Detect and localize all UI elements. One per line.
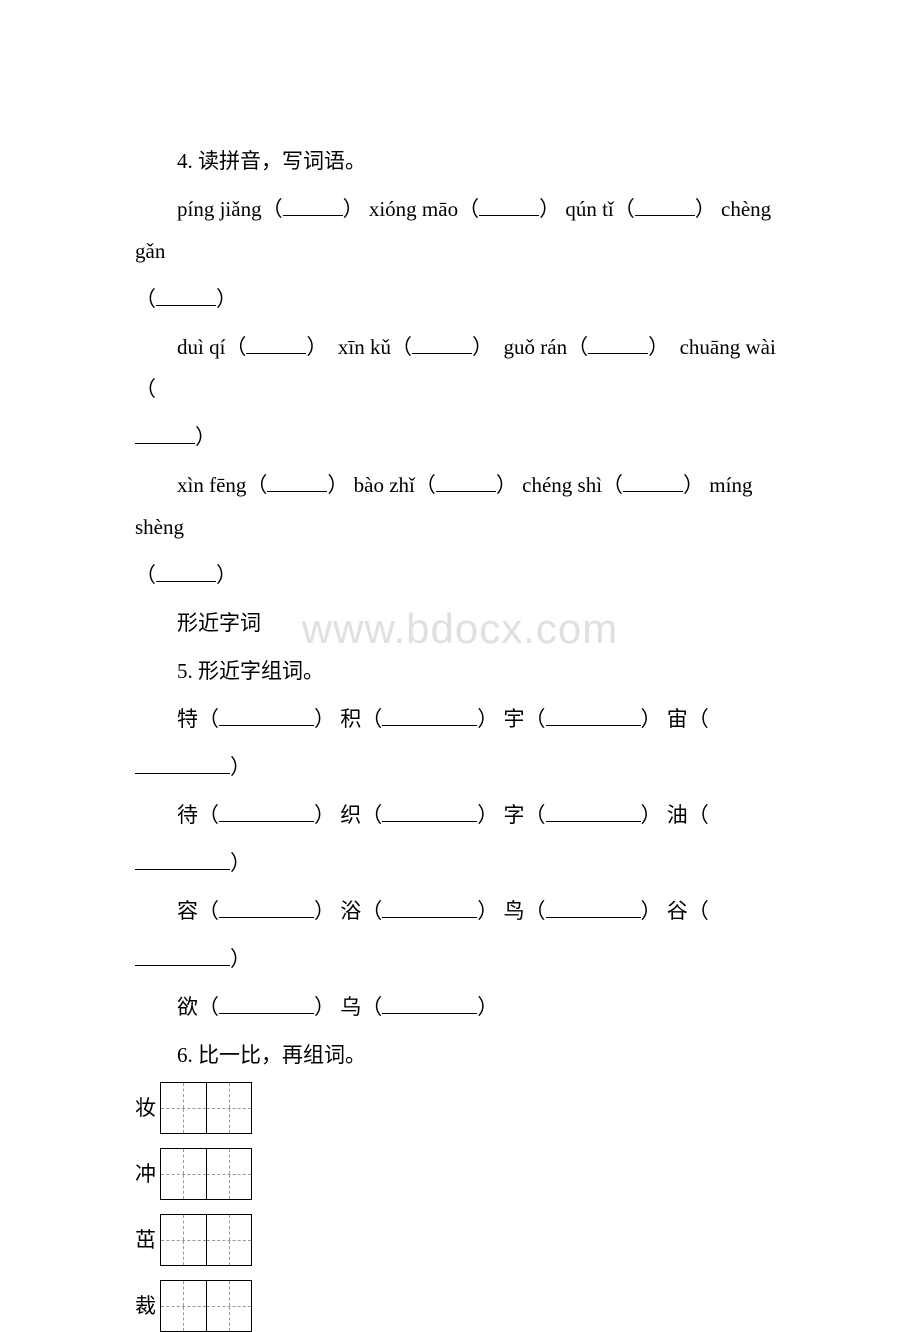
char-text: 宇 (504, 707, 525, 731)
q4-line2: duì qí（） xīn kǔ（） guǒ rán（） chuāng wài（ (135, 326, 785, 410)
grid-char-text: 裁 (135, 1285, 156, 1327)
pinyin-text: xīn kǔ (338, 335, 391, 359)
pinyin-text: xióng māo (369, 197, 458, 221)
q5-row3: 欲（） 乌（） (135, 986, 785, 1028)
q4-line1: píng jiǎng（） xióng māo（） qún tǐ（） chèng … (135, 188, 785, 272)
writing-grid (160, 1214, 252, 1266)
char-text: 宙 (667, 707, 688, 731)
q4-line3: xìn fēng（） bào zhǐ（） chéng shì（） míng sh… (135, 464, 785, 548)
char-text: 积 (340, 707, 361, 731)
pinyin-text: guǒ rán (504, 335, 568, 359)
q4-line1-wrap: （） (135, 278, 785, 320)
grid-item-1: 冲 (135, 1148, 785, 1200)
grid-char-text: 冲 (135, 1153, 156, 1195)
pinyin-text: duì qí (177, 335, 225, 359)
q4-title: 4. 读拼音，写词语。 (135, 140, 785, 182)
char-text: 待 (177, 803, 198, 827)
pinyin-text: píng jiǎng (177, 197, 262, 221)
q4-line3-wrap: （） (135, 554, 785, 596)
pinyin-text: chuāng wài (680, 335, 776, 359)
char-text: 织 (340, 803, 361, 827)
writing-grid (160, 1280, 252, 1332)
q5-row2: 容（） 浴（） 鸟（） 谷（ (135, 890, 785, 932)
document-content: 4. 读拼音，写词语。 píng jiǎng（） xióng māo（） qún… (135, 140, 785, 1332)
section-title: 形近字词 (135, 602, 785, 644)
char-text: 容 (177, 899, 198, 923)
char-text: 乌 (340, 995, 361, 1019)
char-text: 欲 (177, 995, 198, 1019)
pinyin-text: bào zhǐ (354, 473, 415, 497)
grid-item-0: 妆 (135, 1082, 785, 1134)
q5-row2-wrap: ） (135, 938, 785, 980)
q4-line2-wrap: ） (135, 416, 785, 458)
pinyin-text: chéng shì (522, 473, 602, 497)
q5-row0-wrap: ） (135, 746, 785, 788)
char-text: 鸟 (504, 899, 525, 923)
grid-char-text: 茁 (135, 1219, 156, 1261)
char-text: 特 (177, 707, 198, 731)
writing-grid (160, 1082, 252, 1134)
writing-grid (160, 1148, 252, 1200)
q5-row1-wrap: ） (135, 842, 785, 884)
char-text: 浴 (340, 899, 361, 923)
char-text: 字 (504, 803, 525, 827)
q5-row0: 特（） 积（） 宇（） 宙（ (135, 698, 785, 740)
q5-title: 5. 形近字组词。 (135, 650, 785, 692)
grid-item-2: 茁 (135, 1214, 785, 1266)
char-text: 油 (667, 803, 688, 827)
q5-row1: 待（） 织（） 字（） 油（ (135, 794, 785, 836)
grid-char-text: 妆 (135, 1087, 156, 1129)
pinyin-text: xìn fēng (177, 473, 246, 497)
char-text: 谷 (667, 899, 688, 923)
grid-item-3: 裁 (135, 1280, 785, 1332)
q6-title: 6. 比一比，再组词。 (135, 1034, 785, 1076)
pinyin-text: qún tǐ (565, 197, 613, 221)
